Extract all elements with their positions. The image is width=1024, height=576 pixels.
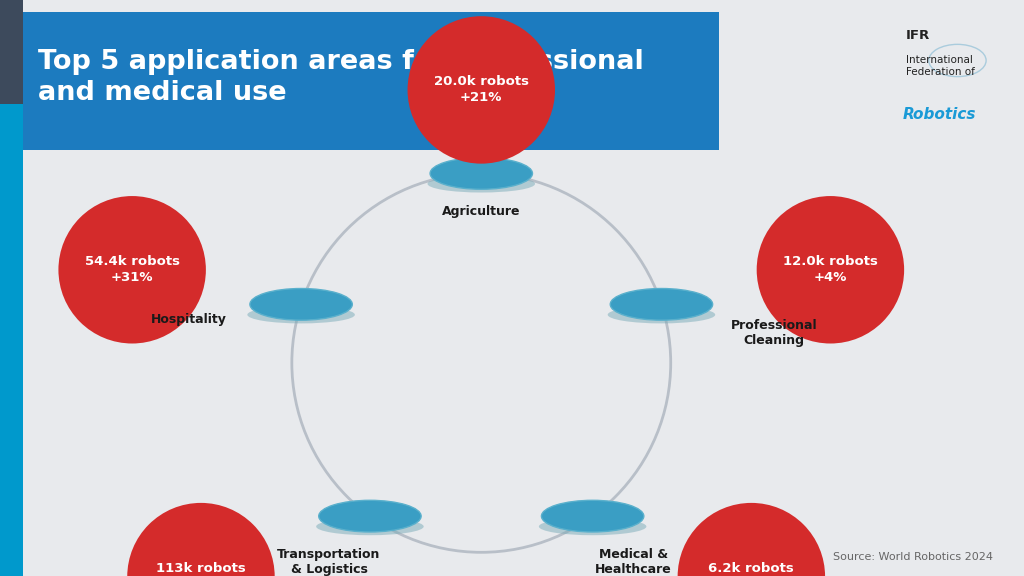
Ellipse shape <box>127 503 274 576</box>
Text: Hospitality: Hospitality <box>151 313 226 326</box>
Ellipse shape <box>610 289 713 320</box>
Ellipse shape <box>58 196 206 343</box>
Text: Robotics: Robotics <box>903 107 977 122</box>
Text: Top 5 application areas for professional
and medical use: Top 5 application areas for professional… <box>38 50 644 107</box>
Ellipse shape <box>430 158 532 190</box>
Text: IFR: IFR <box>906 29 931 42</box>
Text: 12.0k robots
+4%: 12.0k robots +4% <box>783 255 878 285</box>
Ellipse shape <box>607 306 715 323</box>
Ellipse shape <box>542 501 644 532</box>
Ellipse shape <box>316 518 424 535</box>
Ellipse shape <box>757 196 904 343</box>
Text: International
Federation of: International Federation of <box>906 55 975 77</box>
Ellipse shape <box>318 501 421 532</box>
Text: 113k robots
+35%: 113k robots +35% <box>156 562 246 576</box>
Ellipse shape <box>678 503 825 576</box>
Text: Medical &
Healthcare: Medical & Healthcare <box>595 548 672 576</box>
Text: 20.0k robots
+21%: 20.0k robots +21% <box>434 75 528 104</box>
Ellipse shape <box>539 518 646 535</box>
FancyBboxPatch shape <box>0 0 23 104</box>
Ellipse shape <box>428 175 535 192</box>
Text: Source: World Robotics 2024: Source: World Robotics 2024 <box>834 552 993 562</box>
Ellipse shape <box>250 289 352 320</box>
Ellipse shape <box>408 16 555 164</box>
Text: Agriculture: Agriculture <box>442 205 520 218</box>
Ellipse shape <box>248 306 355 323</box>
FancyBboxPatch shape <box>0 104 23 576</box>
FancyBboxPatch shape <box>23 12 719 150</box>
Text: 54.4k robots
+31%: 54.4k robots +31% <box>85 255 179 285</box>
Text: Professional
Cleaning: Professional Cleaning <box>731 319 817 347</box>
Text: Transportation
& Logistics: Transportation & Logistics <box>278 548 381 576</box>
Text: 6.2k robots
+36%: 6.2k robots +36% <box>709 562 795 576</box>
